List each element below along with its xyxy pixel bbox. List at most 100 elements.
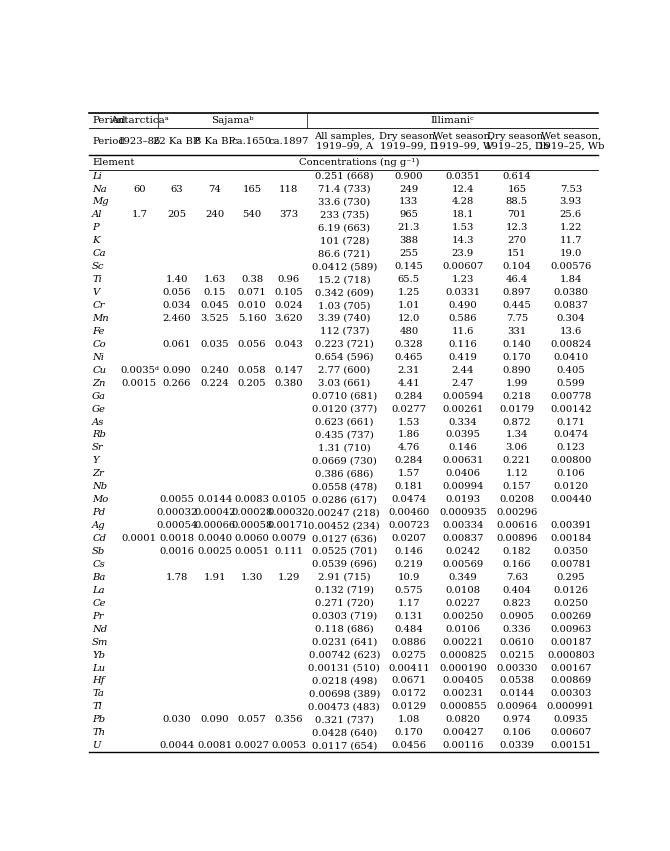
Text: 2.44: 2.44 — [452, 366, 474, 374]
Text: 0.00231: 0.00231 — [442, 689, 484, 699]
Text: 63: 63 — [170, 185, 183, 193]
Text: 0.0015: 0.0015 — [122, 379, 157, 388]
Text: 0.00261: 0.00261 — [442, 404, 484, 414]
Text: 0.105: 0.105 — [274, 288, 303, 297]
Text: 165: 165 — [507, 185, 527, 193]
Text: 0.0380: 0.0380 — [553, 288, 588, 297]
Text: 1.31 (710): 1.31 (710) — [318, 443, 371, 453]
Text: 1.99: 1.99 — [506, 379, 528, 388]
Text: 0.0218 (498): 0.0218 (498) — [312, 677, 377, 685]
Text: 0.00411: 0.00411 — [388, 664, 429, 672]
Text: 0.182: 0.182 — [502, 547, 531, 556]
Text: 233 (735): 233 (735) — [320, 210, 369, 220]
Text: 0.00742 (623): 0.00742 (623) — [308, 650, 380, 660]
Text: 0.147: 0.147 — [274, 366, 303, 374]
Text: 0.00452 (234): 0.00452 (234) — [308, 521, 380, 530]
Text: 0.0558 (478): 0.0558 (478) — [312, 483, 377, 491]
Text: 0.030: 0.030 — [162, 716, 191, 724]
Text: 0.057: 0.057 — [238, 716, 267, 724]
Text: 0.223 (721): 0.223 (721) — [315, 340, 374, 349]
Text: 0.0428 (640): 0.0428 (640) — [312, 728, 377, 737]
Text: 0.0108: 0.0108 — [446, 585, 480, 595]
Text: 205: 205 — [167, 210, 186, 220]
Text: 249: 249 — [399, 185, 419, 193]
Text: Dry season,
1919–99, D: Dry season, 1919–99, D — [379, 132, 438, 151]
Text: 0.00391: 0.00391 — [550, 521, 592, 530]
Text: 0.034: 0.034 — [162, 301, 191, 310]
Text: 86.6 (721): 86.6 (721) — [318, 249, 371, 258]
Text: 0.0193: 0.0193 — [446, 495, 480, 504]
Text: 0.0277: 0.0277 — [391, 404, 426, 414]
Text: 0.404: 0.404 — [502, 585, 531, 595]
Text: 331: 331 — [507, 327, 527, 336]
Text: 0.090: 0.090 — [162, 366, 191, 374]
Text: 0.00698 (389): 0.00698 (389) — [309, 689, 380, 699]
Text: 0.106: 0.106 — [502, 728, 531, 737]
Text: 3.39 (740): 3.39 (740) — [318, 314, 371, 323]
Text: Zr: Zr — [92, 469, 104, 478]
Text: 0.219: 0.219 — [395, 560, 423, 569]
Text: Lu: Lu — [92, 664, 105, 672]
Text: 0.0025: 0.0025 — [198, 547, 232, 556]
Text: Dry season,
1919–25, Db: Dry season, 1919–25, Db — [484, 132, 549, 151]
Text: 1.12: 1.12 — [506, 469, 528, 478]
Text: 165: 165 — [243, 185, 262, 193]
Text: 0.240: 0.240 — [200, 366, 229, 374]
Text: Mg: Mg — [92, 197, 109, 207]
Text: 0.0051: 0.0051 — [234, 547, 269, 556]
Text: 0.0286 (617): 0.0286 (617) — [312, 495, 377, 504]
Text: Yb: Yb — [92, 650, 105, 660]
Text: 0.0837: 0.0837 — [553, 301, 588, 310]
Text: 0.0710 (681): 0.0710 (681) — [312, 391, 377, 401]
Text: 0.056: 0.056 — [238, 340, 267, 349]
Text: 0.000190: 0.000190 — [439, 664, 486, 672]
Text: 12.3: 12.3 — [506, 223, 528, 232]
Text: 0.295: 0.295 — [557, 573, 585, 582]
Text: 1.23: 1.23 — [452, 275, 474, 284]
Text: 0.435 (737): 0.435 (737) — [315, 431, 374, 439]
Text: 1.84: 1.84 — [559, 275, 582, 284]
Text: 0.111: 0.111 — [274, 547, 303, 556]
Text: 0.00781: 0.00781 — [550, 560, 592, 569]
Text: 60: 60 — [133, 185, 146, 193]
Text: Fe: Fe — [92, 327, 105, 336]
Text: 0.00869: 0.00869 — [550, 677, 592, 685]
Text: ca.1897: ca.1897 — [268, 137, 309, 146]
Text: 0.170: 0.170 — [502, 353, 531, 362]
Text: 0.00963: 0.00963 — [550, 625, 592, 634]
Text: Ti: Ti — [92, 275, 102, 284]
Text: 0.205: 0.205 — [238, 379, 267, 388]
Text: 0.872: 0.872 — [502, 418, 531, 426]
Text: 4.28: 4.28 — [452, 197, 474, 207]
Text: 0.171: 0.171 — [556, 418, 586, 426]
Text: 0.00594: 0.00594 — [442, 391, 484, 401]
Text: 0.104: 0.104 — [502, 262, 531, 271]
Text: 0.132 (719): 0.132 (719) — [315, 585, 374, 595]
Text: 3.93: 3.93 — [559, 197, 582, 207]
Text: 1.08: 1.08 — [397, 716, 420, 724]
Text: 0.0144: 0.0144 — [499, 689, 535, 699]
Text: 0.0525 (701): 0.0525 (701) — [312, 547, 377, 556]
Text: 0.146: 0.146 — [395, 547, 423, 556]
Text: 0.00427: 0.00427 — [442, 728, 484, 737]
Text: 11.7: 11.7 — [559, 237, 582, 245]
Text: 1.29: 1.29 — [277, 573, 299, 582]
Text: 1.86: 1.86 — [398, 431, 420, 439]
Text: 0.145: 0.145 — [395, 262, 423, 271]
Text: 0.00058: 0.00058 — [231, 521, 273, 530]
Text: 8 Ka BP: 8 Ka BP — [195, 137, 235, 146]
Text: 0.0820: 0.0820 — [446, 716, 480, 724]
Text: 0.00028: 0.00028 — [231, 508, 273, 517]
Text: Period: Period — [92, 116, 126, 125]
Text: Ta: Ta — [92, 689, 104, 699]
Text: 0.328: 0.328 — [395, 340, 423, 349]
Text: 3.06: 3.06 — [506, 443, 528, 453]
Text: 3.03 (661): 3.03 (661) — [318, 379, 371, 388]
Text: 0.000935: 0.000935 — [439, 508, 486, 517]
Text: 0.0117 (654): 0.0117 (654) — [312, 741, 377, 751]
Text: 0.266: 0.266 — [163, 379, 191, 388]
Text: 0.00221: 0.00221 — [442, 637, 484, 647]
Text: As: As — [92, 418, 105, 426]
Text: 965: 965 — [399, 210, 418, 220]
Text: 23.9: 23.9 — [452, 249, 474, 258]
